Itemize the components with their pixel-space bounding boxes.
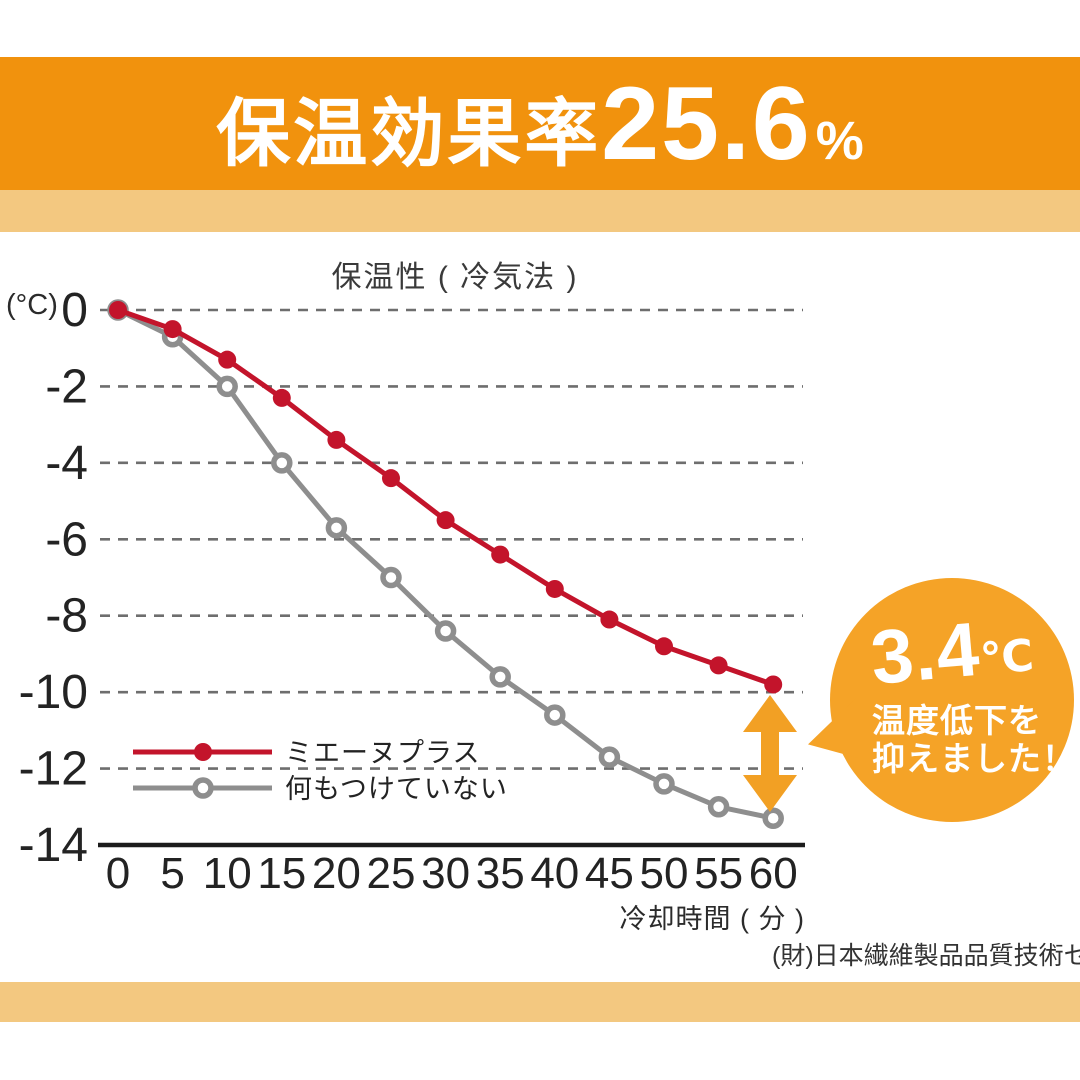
data-point-open [380, 566, 402, 589]
legend-label: ミエーヌプラス [285, 738, 480, 768]
y-tick-label: -12 [19, 743, 88, 796]
x-tick-label: 0 [106, 849, 130, 898]
data-point-open [325, 517, 348, 539]
data-point-filled [709, 656, 728, 675]
badge-caption-line2: 抑えました！ [872, 740, 1076, 777]
difference-arrow-icon [743, 695, 797, 812]
x-tick-label: 50 [640, 849, 689, 898]
chart-title: 保温性 ( 冷気法 ) [331, 261, 579, 294]
badge-caption: 温度低下を 抑えました！ [830, 702, 1076, 778]
data-point-filled [600, 610, 619, 629]
x-tick-label: 15 [257, 849, 306, 898]
data-point-open [544, 704, 566, 726]
x-tick-label: 10 [203, 849, 252, 898]
x-tick-label: 35 [476, 849, 525, 898]
data-point-filled [764, 675, 783, 694]
data-point-filled [218, 350, 237, 369]
badge-value: 3.4℃ [827, 604, 1077, 701]
data-point-filled [382, 469, 400, 488]
data-point-filled [436, 511, 455, 530]
y-tick-label: 0 [61, 284, 88, 337]
data-point-filled [194, 743, 212, 761]
data-point-filled [491, 545, 510, 564]
data-point-filled [272, 388, 291, 407]
data-point-filled [163, 320, 182, 339]
data-point-open [216, 375, 238, 398]
data-point-open [598, 746, 621, 768]
x-tick-label: 45 [585, 849, 634, 898]
badge-value-unit: ℃ [978, 630, 1036, 685]
y-tick-label: -8 [45, 590, 88, 643]
x-axis-label: 冷却時間 ( 分 ) [619, 904, 805, 934]
y-axis-unit-label: (°C) [6, 289, 58, 321]
page-title: 保温効果率25.6% [216, 72, 863, 176]
divider-band-top [0, 190, 1080, 232]
data-point-filled [109, 301, 127, 319]
x-tick-label: 30 [421, 849, 470, 898]
header-title-unit: % [815, 110, 864, 171]
y-tick-label: -4 [45, 437, 88, 490]
x-tick-label: 55 [694, 849, 743, 898]
data-point-open [762, 807, 784, 829]
data-point-open [653, 773, 675, 795]
header-title-prefix: 保温効果率 [216, 91, 602, 175]
data-point-filled [545, 579, 564, 598]
data-point-filled [327, 430, 346, 449]
data-point-open [707, 796, 730, 818]
header-band: 保温効果率25.6% [0, 57, 1080, 190]
y-tick-label: -2 [45, 360, 88, 413]
badge-value-number: 3.4 [867, 606, 984, 701]
data-point-open [434, 620, 457, 642]
data-point-open [192, 777, 214, 799]
data-point-open [271, 452, 293, 474]
x-tick-label: 5 [160, 849, 184, 898]
x-tick-label: 25 [367, 849, 416, 898]
x-tick-label: 60 [749, 849, 798, 898]
source-note: (財)日本繊維製品品質技術センター調べ [772, 942, 1080, 970]
y-tick-label: -14 [19, 819, 88, 872]
highlight-badge: 3.4℃ 温度低下を 抑えました！ [808, 578, 1077, 822]
y-tick-label: -10 [19, 666, 88, 719]
x-tick-label: 20 [312, 849, 361, 898]
header-title-value: 25.6 [601, 65, 812, 182]
x-tick-label: 40 [530, 849, 579, 898]
divider-band-bottom [0, 982, 1080, 1022]
data-point-open [489, 666, 511, 688]
badge-caption-line1: 温度低下を [872, 702, 1042, 739]
data-point-filled [655, 637, 673, 656]
legend-label: 何もつけていない [285, 774, 508, 804]
y-tick-label: -6 [45, 513, 88, 566]
